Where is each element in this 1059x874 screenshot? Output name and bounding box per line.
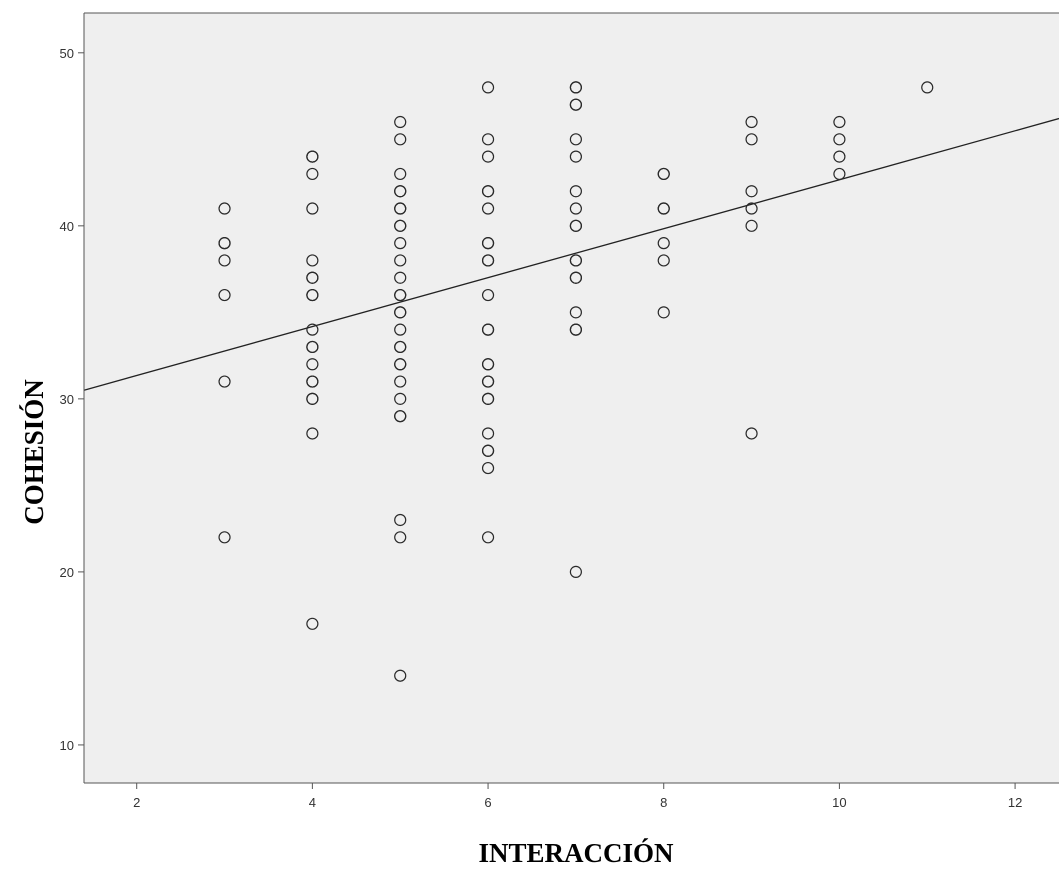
data-point	[218, 531, 231, 544]
data-point	[657, 254, 670, 267]
data-point	[394, 167, 407, 181]
data-point	[745, 427, 758, 440]
data-point	[306, 254, 319, 267]
data-point	[306, 271, 319, 284]
data-point	[394, 288, 407, 302]
data-point	[481, 392, 495, 405]
data-point	[394, 669, 407, 682]
data-point	[569, 565, 582, 578]
x-tick-label: 4	[309, 795, 316, 810]
data-point	[394, 410, 407, 423]
plot-area	[84, 13, 1059, 783]
y-tick-label: 30	[60, 392, 74, 407]
data-point	[657, 202, 670, 215]
data-point	[745, 133, 758, 146]
data-point	[569, 202, 582, 215]
data-point	[833, 115, 846, 129]
data-point	[218, 375, 231, 388]
x-tick-label: 2	[133, 795, 140, 810]
data-point	[481, 358, 495, 371]
data-point	[394, 358, 407, 371]
data-point	[394, 323, 407, 336]
data-point	[218, 202, 231, 215]
data-point	[306, 358, 319, 371]
data-point	[306, 340, 319, 354]
x-tick-label: 12	[1008, 795, 1022, 810]
y-tick-label: 40	[60, 219, 74, 234]
data-point	[394, 115, 407, 129]
data-point	[394, 202, 407, 215]
data-point	[481, 237, 495, 250]
data-point	[833, 133, 846, 146]
data-point	[306, 427, 319, 440]
data-point	[218, 237, 231, 250]
data-point	[481, 444, 495, 457]
data-point	[218, 288, 231, 302]
data-point	[745, 185, 758, 198]
data-point	[306, 167, 319, 181]
data-point	[306, 375, 319, 388]
data-point	[306, 392, 319, 405]
data-point	[394, 306, 407, 319]
y-tick-label: 20	[60, 565, 74, 580]
data-point	[394, 375, 407, 388]
data-point	[481, 323, 495, 336]
data-point	[745, 219, 758, 232]
x-tick-label: 10	[832, 795, 846, 810]
data-point	[745, 115, 758, 129]
data-point	[481, 150, 495, 163]
data-point	[394, 392, 407, 405]
data-point	[394, 133, 407, 146]
y-tick-label: 10	[60, 738, 74, 753]
data-point	[394, 271, 407, 284]
data-point	[306, 323, 319, 336]
data-point	[833, 150, 846, 163]
data-point	[481, 254, 495, 267]
data-point	[394, 237, 407, 250]
data-point	[569, 185, 582, 198]
data-point	[394, 219, 407, 232]
data-point	[657, 306, 670, 319]
y-tick-label: 50	[60, 46, 74, 61]
data-point	[394, 185, 407, 198]
data-point	[394, 340, 407, 354]
data-point	[481, 185, 495, 198]
data-point	[306, 202, 319, 215]
data-point	[569, 306, 582, 319]
data-point	[481, 375, 495, 388]
data-point	[481, 461, 495, 475]
x-axis-title: INTERACCIÓN	[478, 838, 674, 868]
data-point	[569, 323, 582, 336]
data-point	[569, 133, 582, 146]
data-point	[394, 254, 407, 267]
data-point	[569, 98, 582, 111]
data-point	[394, 531, 407, 544]
data-point	[657, 167, 670, 181]
data-point	[306, 288, 319, 302]
fit-line	[83, 117, 1059, 391]
data-point	[481, 288, 495, 302]
data-point	[481, 202, 495, 215]
data-point	[569, 254, 582, 267]
data-point	[218, 254, 231, 267]
data-point	[569, 271, 582, 284]
data-point	[481, 427, 495, 440]
data-point	[481, 81, 495, 94]
data-point	[481, 133, 495, 146]
x-tick-label: 6	[484, 795, 491, 810]
data-point	[394, 513, 407, 527]
data-point	[569, 150, 582, 163]
x-tick-label: 8	[660, 795, 667, 810]
data-point	[745, 202, 758, 215]
data-point	[306, 617, 319, 630]
data-point	[833, 167, 846, 181]
data-point	[921, 81, 934, 94]
data-point	[657, 237, 670, 250]
data-point	[481, 531, 495, 544]
data-point	[569, 81, 582, 94]
data-point	[306, 150, 319, 163]
data-point	[569, 219, 582, 232]
y-axis-title: COHESIÓN	[19, 379, 49, 525]
